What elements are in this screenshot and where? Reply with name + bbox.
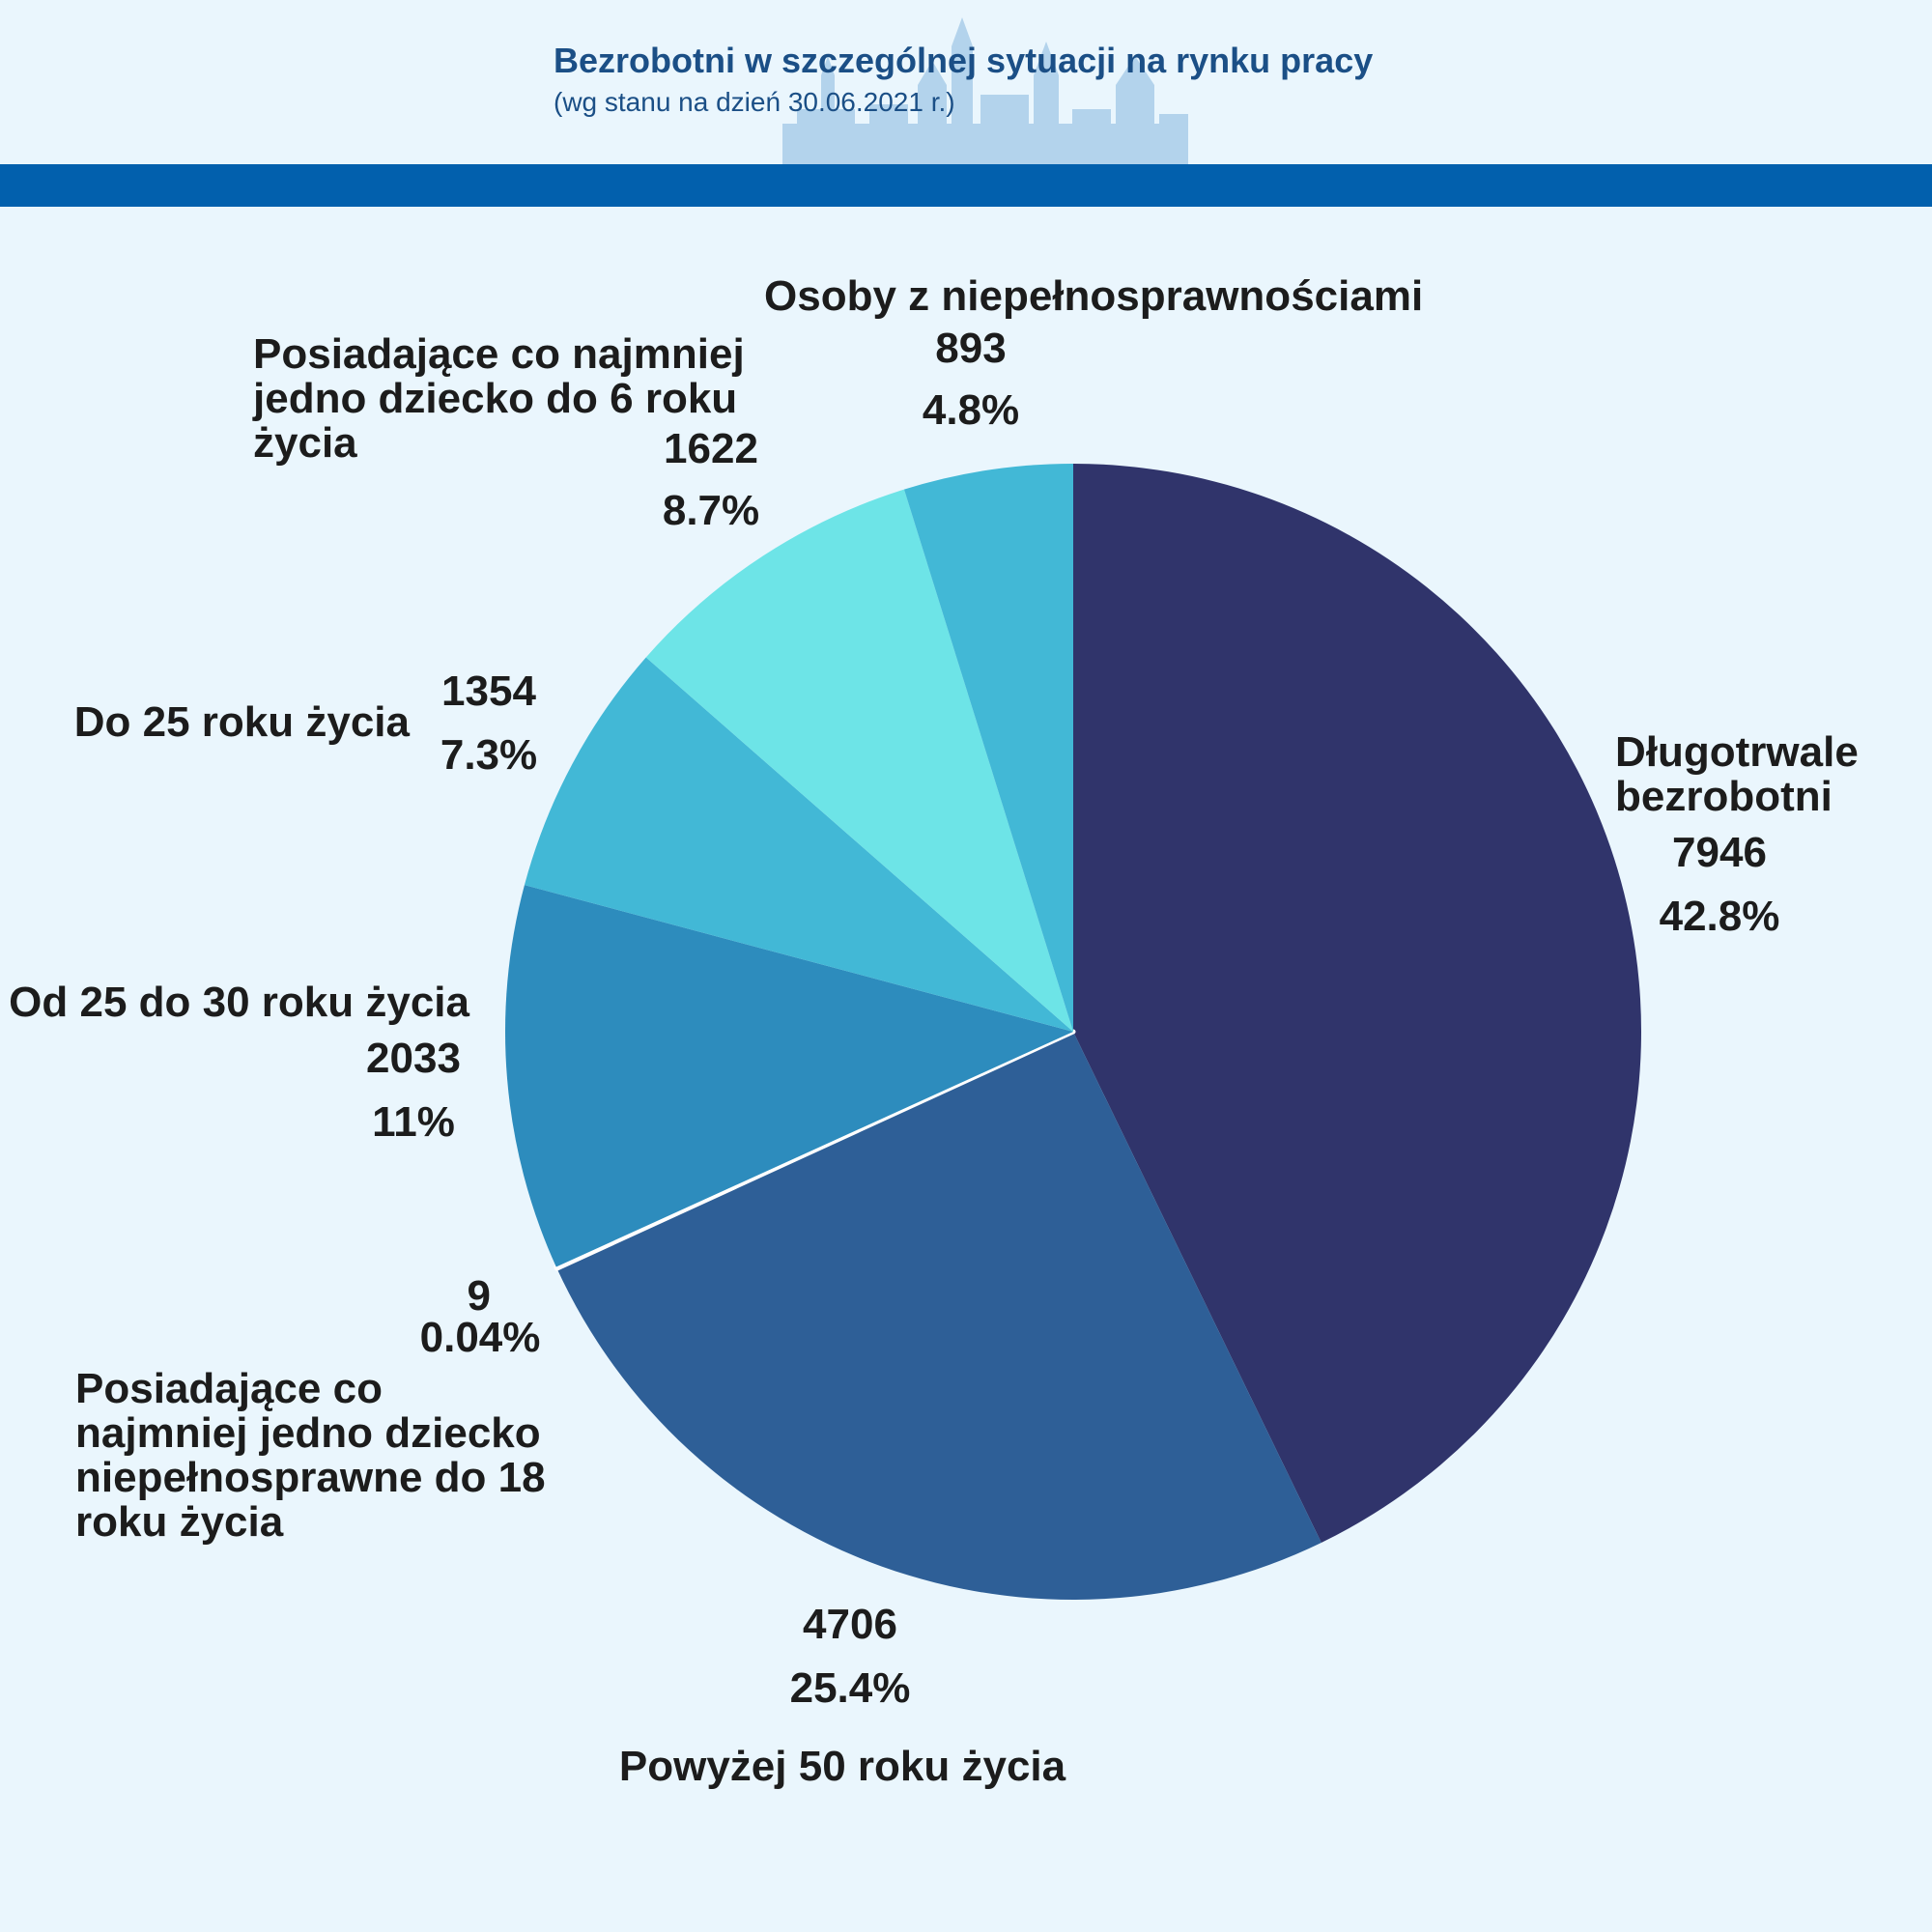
skyline-silhouette <box>782 17 1188 164</box>
pie-slices <box>504 464 1641 1600</box>
pie-slice-5 <box>645 489 1073 1032</box>
slice-label-niepelnosprawnosci: Osoby z niepełnosprawnościami <box>764 272 1424 320</box>
slice-value-do-25: 1354 <box>441 668 536 715</box>
pie-slice-2 <box>554 1029 1076 1271</box>
pie-slice-1 <box>556 1032 1321 1600</box>
slice-label-dziecko-do-6: Posiadające co najmniej jedno dziecko do… <box>253 330 745 467</box>
pie-slice-3 <box>504 885 1073 1267</box>
slice-value-od-25-do-30: 2033 <box>366 1035 461 1082</box>
slice-label-od-25-do-30: Od 25 do 30 roku życia <box>9 979 469 1026</box>
pie-slice-0 <box>1073 464 1641 1543</box>
pie-slice-4 <box>524 657 1073 1032</box>
slice-percent-dziecko-niepelnosprawne: 0.04% <box>419 1314 541 1361</box>
slice-percent-dziecko-do-6: 8.7% <box>662 487 760 534</box>
slice-percent-dlugotrwale: 42.8% <box>1659 893 1780 940</box>
slice-percent-powyzej-50: 25.4% <box>789 1664 911 1712</box>
chart-title: Bezrobotni w szczególnej sytuacji na ryn… <box>554 41 1374 80</box>
slice-label-dziecko-niepelnosprawne: Posiadające co najmniej jedno dziecko ni… <box>75 1365 546 1546</box>
slice-value-dziecko-do-6: 1622 <box>664 425 758 472</box>
slice-percent-do-25: 7.3% <box>440 731 538 779</box>
slice-percent-niepelnosprawnosci: 4.8% <box>922 386 1020 434</box>
header: Bezrobotni w szczególnej sytuacji na ryn… <box>0 0 1932 207</box>
chart-subtitle: (wg stanu na dzień 30.06.2021 r.) <box>554 87 955 117</box>
slice-label-do-25: Do 25 roku życia <box>73 698 410 746</box>
pie-slice-6 <box>903 464 1073 1032</box>
slice-label-dlugotrwale: Długotrwale bezrobotni <box>1615 728 1859 820</box>
slice-label-powyzej-50: Powyżej 50 roku życia <box>618 1743 1066 1790</box>
slice-percent-od-25-do-30: 11% <box>372 1098 455 1146</box>
slice-value-niepelnosprawnosci: 893 <box>935 325 1007 372</box>
city-skyline-illustration <box>782 17 1188 164</box>
header-band <box>0 164 1932 207</box>
slice-value-dziecko-niepelnosprawne: 9 <box>467 1272 491 1320</box>
slice-value-powyzej-50: 4706 <box>803 1601 897 1648</box>
slice-value-dlugotrwale: 7946 <box>1672 829 1767 876</box>
